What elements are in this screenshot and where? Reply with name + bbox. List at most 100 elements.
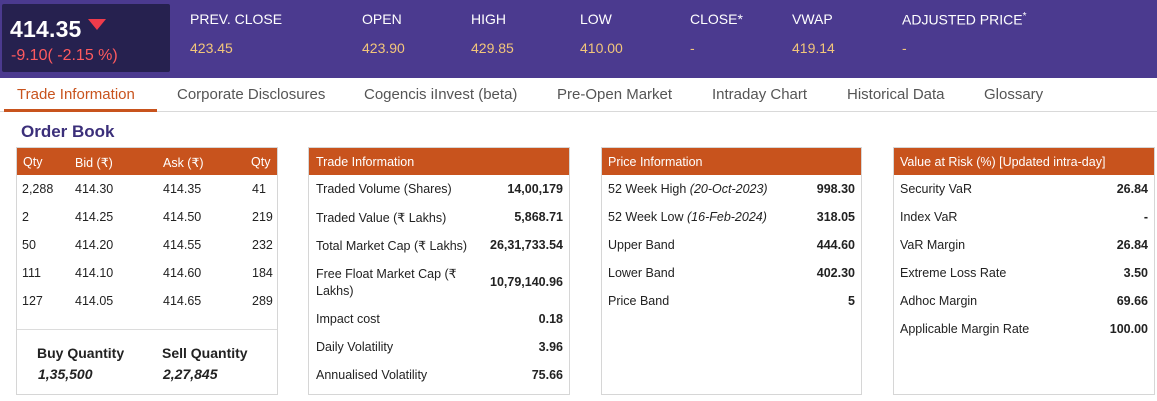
price-change: -9.10( -2.15 %): [11, 47, 118, 64]
order-book-row: 50 414.20 414.55 232: [17, 231, 277, 259]
divider: [17, 329, 277, 330]
row-label: Security VaR: [900, 182, 973, 196]
tab-cogencis-iinvest[interactable]: Cogencis iInvest (beta): [364, 86, 518, 103]
row-label-date: (16-Feb-2024): [687, 210, 767, 224]
sell-quantity-value: 2,27,845: [163, 366, 218, 382]
column-header: Qty: [23, 155, 43, 169]
row-value: 318.05: [816, 210, 855, 224]
row-label: Free Float Market Cap (₹: [316, 267, 457, 281]
trade-information-header: Trade Information: [309, 148, 569, 175]
column-header: Bid (₹): [75, 156, 113, 170]
row-value: 26.84: [1116, 238, 1148, 252]
bid-qty: 127: [22, 294, 43, 308]
row-label: Annualised Volatility: [316, 368, 428, 382]
price-info-row: Price Band 5: [602, 287, 861, 315]
row-label: Lower Band: [608, 266, 675, 280]
stat-label-sup: *: [1022, 11, 1027, 22]
bid-qty: 2,288: [22, 182, 54, 196]
trade-info-row: Impact cost 0.18: [309, 305, 569, 333]
row-value: 3.96: [538, 340, 563, 354]
stat-label: ADJUSTED PRICE*: [902, 11, 1026, 28]
tab-corporate-disclosures[interactable]: Corporate Disclosures: [177, 86, 326, 103]
value-at-risk-header: Value at Risk (%) [Updated intra-day]: [894, 148, 1154, 175]
order-book-row: 111 414.10 414.60 184: [17, 259, 277, 287]
row-value: -: [1143, 210, 1148, 224]
trade-info-row: Traded Volume (Shares) 14,00,179: [309, 175, 569, 203]
bid-price: 414.25: [75, 210, 114, 224]
bid-price: 414.10: [75, 266, 114, 280]
ask-qty: 289: [252, 294, 273, 308]
tab-intraday-chart[interactable]: Intraday Chart: [712, 86, 808, 103]
stat-value: -: [902, 40, 907, 56]
buy-quantity-value: 1,35,500: [38, 366, 93, 382]
stat-label: LOW: [580, 11, 612, 27]
row-label: 52 Week Low (16-Feb-2024): [608, 210, 767, 224]
tab-pre-open-market[interactable]: Pre-Open Market: [557, 86, 673, 103]
row-label-text: 52 Week Low: [608, 210, 684, 224]
row-label: Adhoc Margin: [900, 294, 978, 308]
price-information-header: Price Information: [602, 148, 861, 175]
bid-price: 414.20: [75, 238, 114, 252]
row-label: Traded Volume (Shares): [316, 182, 452, 196]
row-label: Traded Value (₹ Lakhs): [316, 211, 447, 225]
stat-label: OPEN: [362, 11, 402, 27]
ask-qty: 232: [252, 238, 273, 252]
quote-header: 414.35 -9.10( -2.15 %) PREV. CLOSE 423.4…: [0, 0, 1157, 78]
var-row: Index VaR -: [894, 203, 1154, 231]
tab-glossary[interactable]: Glossary: [984, 86, 1044, 103]
stat-label-text: ADJUSTED PRICE: [902, 11, 1023, 28]
order-book-panel: Qty Bid (₹) Ask (₹) Qty 2,288 414.30 414…: [16, 147, 278, 395]
row-label: Index VaR: [900, 210, 958, 224]
ask-price: 414.60: [163, 266, 202, 280]
order-book-row: 2,288 414.30 414.35 41: [17, 175, 277, 203]
bid-price: 414.05: [75, 294, 114, 308]
trade-info-row: Traded Value (₹ Lakhs) 5,868.71: [309, 203, 569, 231]
var-row: Applicable Margin Rate 100.00: [894, 315, 1154, 343]
ask-price: 414.35: [163, 182, 202, 196]
row-label: VaR Margin: [900, 238, 966, 252]
price-information-panel: Price Information 52 Week High (20-Oct-2…: [601, 147, 862, 395]
stat-label: PREV. CLOSE: [190, 11, 283, 27]
row-value: 14,00,179: [507, 182, 563, 196]
sell-quantity-label: Sell Quantity: [162, 345, 248, 361]
var-row: VaR Margin 26.84: [894, 231, 1154, 259]
row-value: 100.00: [1109, 322, 1148, 336]
row-value: 3.50: [1123, 266, 1148, 280]
active-tab-indicator: [4, 109, 157, 112]
tab-bar: Trade Information Corporate Disclosures …: [0, 78, 1157, 112]
ask-price: 414.55: [163, 238, 202, 252]
bid-qty: 2: [22, 210, 29, 224]
row-label: Extreme Loss Rate: [900, 266, 1007, 280]
row-value: 75.66: [531, 368, 563, 382]
trade-info-row: Total Market Cap (₹ Lakhs) 26,31,733.54: [309, 231, 569, 259]
var-row: Adhoc Margin 69.66: [894, 287, 1154, 315]
row-value: 5: [848, 294, 855, 308]
trade-info-row: Annualised Volatility 75.66: [309, 361, 569, 389]
bid-qty: 50: [22, 238, 36, 252]
bid-qty: 111: [22, 266, 42, 280]
stat-value: 423.90: [362, 40, 405, 56]
price-info-row: Upper Band 444.60: [602, 231, 861, 259]
row-label: Daily Volatility: [316, 340, 394, 354]
row-value: 69.66: [1116, 294, 1148, 308]
var-row: Extreme Loss Rate 3.50: [894, 259, 1154, 287]
last-traded-price: 414.35: [10, 16, 82, 42]
row-value: 998.30: [816, 182, 855, 196]
row-value: 402.30: [816, 266, 855, 280]
row-value: 26,31,733.54: [490, 238, 563, 252]
order-book-header: Qty Bid (₹) Ask (₹) Qty: [17, 148, 277, 175]
row-label: Applicable Margin Rate: [900, 322, 1030, 336]
row-label: Total Market Cap (₹ Lakhs): [316, 239, 468, 253]
tab-historical-data[interactable]: Historical Data: [847, 86, 945, 103]
stat-label: VWAP: [792, 11, 833, 27]
stat-value: 423.45: [190, 40, 233, 56]
row-label: Impact cost: [316, 312, 380, 326]
stat-value: 429.85: [471, 40, 514, 56]
tab-trade-information[interactable]: Trade Information: [17, 86, 135, 103]
order-book-row: 2 414.25 414.50 219: [17, 203, 277, 231]
panel-title: Trade Information: [316, 155, 415, 169]
panel-title: Value at Risk (%) [Updated intra-day]: [900, 155, 1106, 169]
ask-price: 414.50: [163, 210, 202, 224]
order-book-title: Order Book: [21, 122, 115, 141]
row-value: 444.60: [816, 238, 855, 252]
